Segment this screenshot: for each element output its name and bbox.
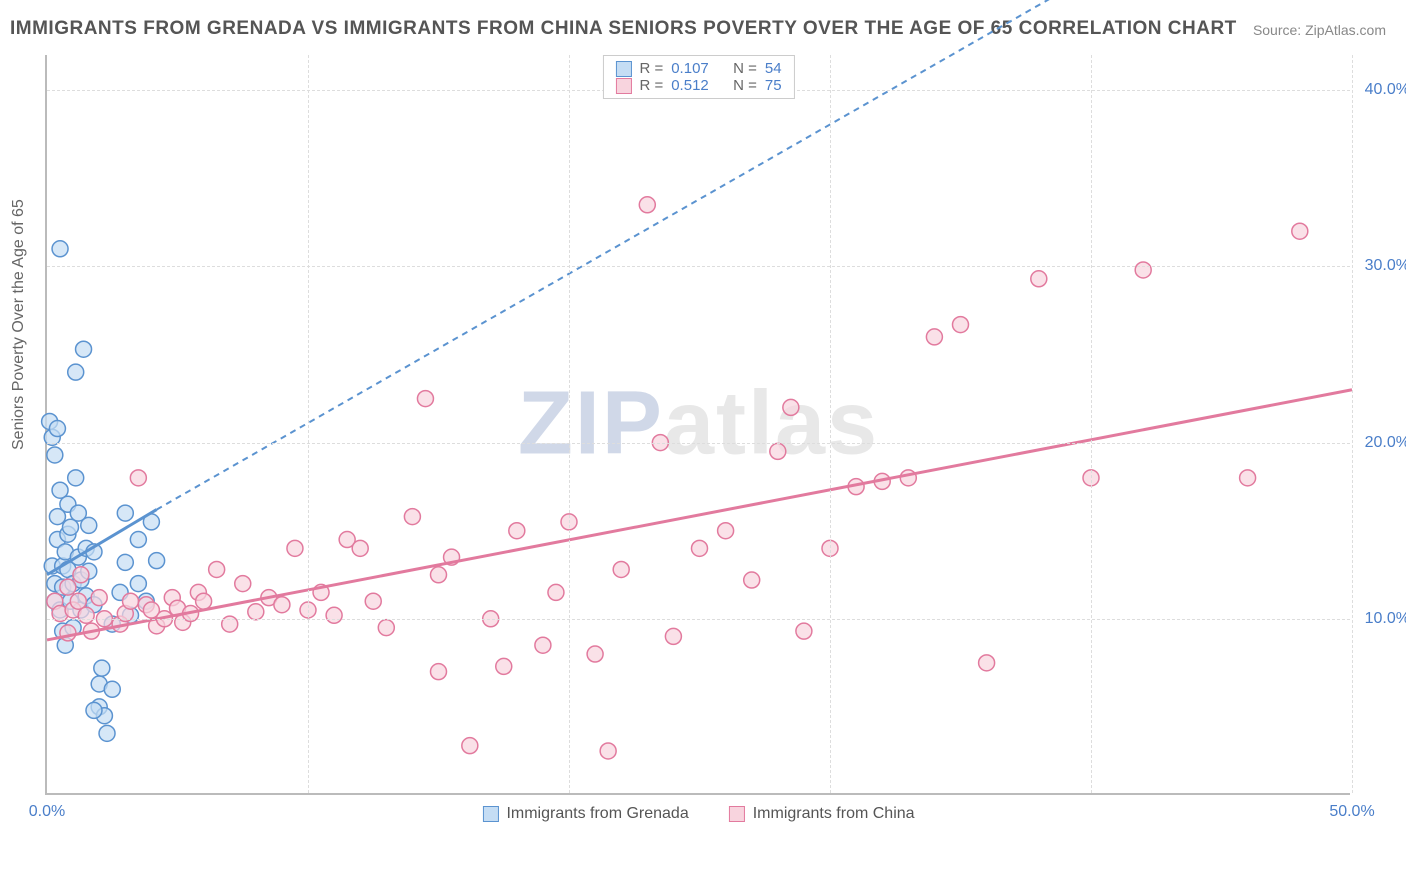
series-legend: Immigrants from Grenada Immigrants from … [482,805,914,823]
swatch-grenada [615,61,631,77]
swatch-china [729,806,745,822]
correlation-legend: R = 0.107 N = 54 R = 0.512 N = 75 [602,55,794,99]
x-tick-label: 0.0% [29,803,65,821]
legend-row-china: R = 0.512 N = 75 [615,77,781,94]
y-tick-label: 40.0% [1365,81,1406,99]
y-tick-label: 30.0% [1365,257,1406,275]
source-label: Source: ZipAtlas.com [1253,22,1386,38]
x-tick-label: 50.0% [1329,803,1374,821]
legend-item-china: Immigrants from China [729,805,915,823]
y-axis-label: Seniors Poverty Over the Age of 65 [10,199,28,450]
y-tick-label: 20.0% [1365,434,1406,452]
legend-item-grenada: Immigrants from Grenada [482,805,688,823]
y-tick-label: 10.0% [1365,610,1406,628]
chart-svg [47,55,1350,793]
chart-title: IMMIGRANTS FROM GRENADA VS IMMIGRANTS FR… [10,18,1237,40]
swatch-china [615,78,631,94]
plot-area: ZIPatlas R = 0.107 N = 54 R = 0.512 N = … [45,55,1350,795]
swatch-grenada [482,806,498,822]
legend-row-grenada: R = 0.107 N = 54 [615,60,781,77]
